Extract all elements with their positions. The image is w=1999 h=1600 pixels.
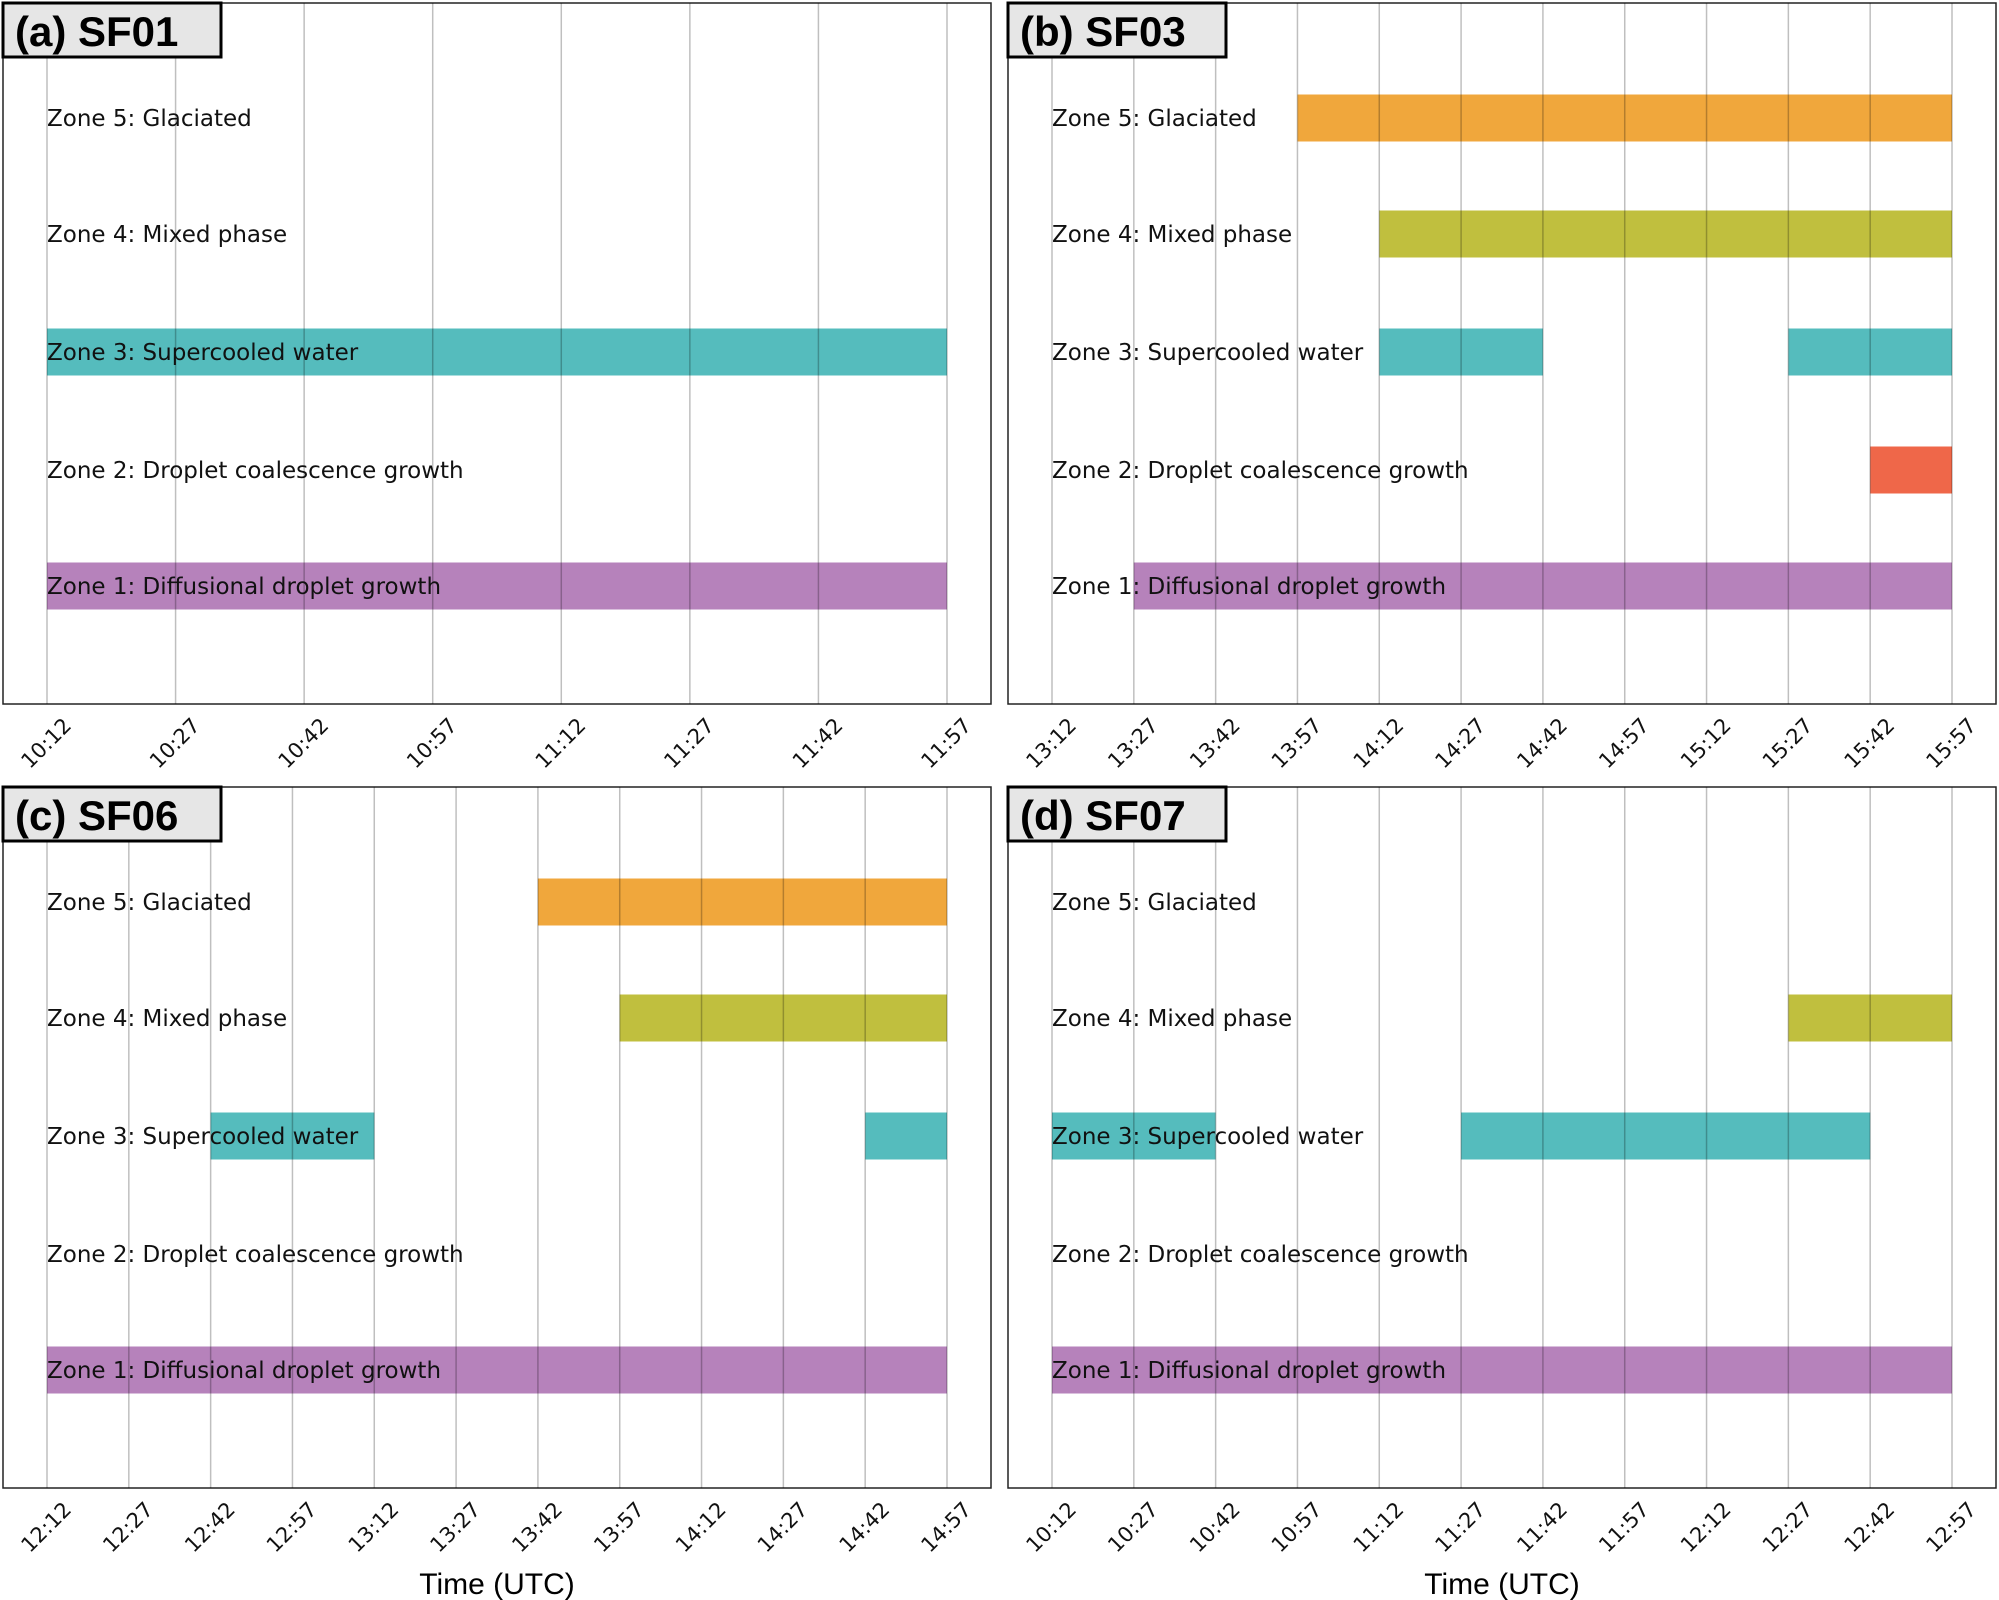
x-tick-label: 15:12 [1676, 713, 1736, 773]
zone-label-1: Zone 1: Diffusional droplet growth [1052, 1358, 1446, 1384]
bar-zone5 [1297, 94, 1952, 142]
zone-label-5: Zone 5: Glaciated [47, 890, 252, 916]
x-tick-label: 12:42 [180, 1497, 240, 1557]
bar-zone3 [865, 1112, 947, 1160]
x-tick-label: 13:12 [1021, 713, 1081, 773]
x-tick-label: 15:42 [1840, 713, 1900, 773]
panel-title-box [1, 1, 223, 59]
x-tick-label: 11:12 [1349, 1497, 1409, 1557]
x-axis-label: Time (UTC) [419, 1568, 575, 1600]
zone-label-5: Zone 5: Glaciated [1052, 890, 1257, 916]
bar-zone3 [1788, 328, 1952, 376]
zone-label-3: Zone 3: Supercooled water [1052, 340, 1364, 366]
bar-zone4 [1788, 994, 1952, 1042]
zone-label-4: Zone 4: Mixed phase [47, 222, 287, 248]
x-tick-label: 10:12 [16, 713, 76, 773]
zone-label-4: Zone 4: Mixed phase [1052, 222, 1292, 248]
panel-4: 10:12 10:27 10:42 10:57 11:12 11:27 11:42 11:57… [1006, 785, 1997, 1600]
x-axis-label: Time (UTC) [1424, 1568, 1580, 1600]
zone-label-2: Zone 2: Droplet coalescence growth [1052, 1242, 1469, 1268]
x-tick-label: 10:12 [1021, 1497, 1081, 1557]
panel-title-box [1, 785, 223, 843]
bar-zone3 [210, 1112, 375, 1160]
x-tick-label: 13:42 [507, 1497, 567, 1557]
bar-zone2 [1870, 446, 1952, 494]
x-tick-label: 14:57 [916, 1497, 976, 1557]
zone-label-2: Zone 2: Droplet coalescence growth [47, 1242, 464, 1268]
x-tick-label: 11:57 [1594, 1497, 1654, 1557]
x-tick-label: 11:12 [531, 713, 591, 773]
x-tick-label: 14:27 [753, 1497, 813, 1557]
zone-label-5: Zone 5: Glaciated [47, 106, 252, 132]
x-tick-label: 14:42 [1512, 713, 1572, 773]
zone-label-4: Zone 4: Mixed phase [47, 1006, 287, 1032]
panel-title: (a) SF01 [15, 8, 178, 55]
x-tick-label: 13:27 [1103, 713, 1163, 773]
x-tick-label: 12:12 [1676, 1497, 1736, 1557]
bar-zone3 [1052, 1112, 1216, 1160]
bar-zone1 [47, 562, 947, 610]
x-tick-label: 13:42 [1185, 713, 1245, 773]
bar-zone5 [537, 878, 947, 926]
x-tick-label: 12:27 [1758, 1497, 1818, 1557]
x-tick-label: 12:27 [98, 1497, 158, 1557]
panel-title-box [1006, 785, 1228, 843]
x-tick-label: 12:42 [1840, 1497, 1900, 1557]
zone-label-2: Zone 2: Droplet coalescence growth [1052, 458, 1469, 484]
x-tick-label: 14:12 [1349, 713, 1409, 773]
zone-label-1: Zone 1: Diffusional droplet growth [47, 574, 441, 600]
x-tick-label: 13:57 [1267, 713, 1327, 773]
panel-2: 13:12 13:27 13:42 13:57 14:12 14:27 14:42 14:57… [1006, 1, 1997, 773]
x-tick-label: 13:57 [589, 1497, 649, 1557]
x-tick-label: 10:57 [402, 713, 462, 773]
x-tick-label: 10:42 [1185, 1497, 1245, 1557]
bar-zone3 [47, 328, 947, 376]
x-tick-label: 10:27 [1103, 1497, 1163, 1557]
x-tick-label: 10:42 [274, 713, 334, 773]
bar-zone3 [1461, 1112, 1871, 1160]
zone-label-3: Zone 3: Supercooled water [47, 1124, 359, 1150]
x-tick-label: 14:27 [1430, 713, 1490, 773]
zone-label-1: Zone 1: Diffusional droplet growth [1052, 574, 1446, 600]
x-tick-label: 12:12 [16, 1497, 76, 1557]
bar-zone4 [619, 994, 947, 1042]
bar-zone4 [1379, 210, 1952, 258]
panel-title: (d) SF07 [1020, 792, 1186, 839]
zone-label-2: Zone 2: Droplet coalescence growth [47, 458, 464, 484]
bar-zone1 [1052, 1346, 1952, 1394]
x-tick-label: 11:27 [659, 713, 719, 773]
zone-label-1: Zone 1: Diffusional droplet growth [47, 1358, 441, 1384]
x-tick-label: 14:42 [835, 1497, 895, 1557]
panel-1: 10:12 10:27 10:42 10:57 11:12 11:27 11:42 11:57… [1, 1, 992, 773]
x-tick-label: 11:42 [788, 713, 848, 773]
x-tick-label: 10:57 [1267, 1497, 1327, 1557]
panel-3: 12:12 12:27 12:42 12:57 13:12 13:27 13:42 13:57… [1, 785, 992, 1600]
bar-zone1 [1133, 562, 1952, 610]
x-tick-label: 15:27 [1758, 713, 1818, 773]
x-tick-label: 15:57 [1921, 713, 1981, 773]
zone-label-3: Zone 3: Supercooled water [47, 340, 359, 366]
zone-label-3: Zone 3: Supercooled water [1052, 1124, 1364, 1150]
panel-title-box [1006, 1, 1228, 59]
x-tick-label: 10:27 [145, 713, 205, 773]
x-tick-label: 13:27 [425, 1497, 485, 1557]
zone-label-5: Zone 5: Glaciated [1052, 106, 1257, 132]
bar-zone3 [1379, 328, 1543, 376]
x-tick-label: 11:27 [1430, 1497, 1490, 1557]
x-tick-label: 14:12 [671, 1497, 731, 1557]
x-tick-label: 12:57 [1921, 1497, 1981, 1557]
x-tick-label: 14:57 [1594, 713, 1654, 773]
panel-title: (b) SF03 [1020, 8, 1186, 55]
x-tick-label: 11:42 [1512, 1497, 1572, 1557]
x-tick-label: 13:12 [344, 1497, 404, 1557]
bar-zone1 [47, 1346, 947, 1394]
x-tick-label: 12:57 [262, 1497, 322, 1557]
zone-label-4: Zone 4: Mixed phase [1052, 1006, 1292, 1032]
x-tick-label: 11:57 [916, 713, 976, 773]
panel-title: (c) SF06 [15, 792, 178, 839]
